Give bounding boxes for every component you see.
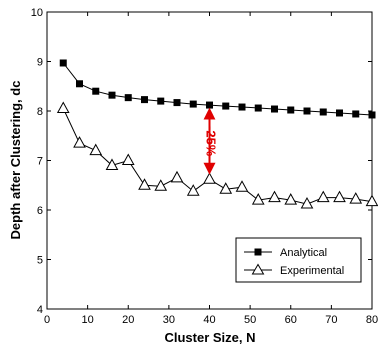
point-experimental xyxy=(251,193,265,205)
point-experimental xyxy=(284,193,298,205)
annotation-layer: -25% xyxy=(203,107,219,175)
y-axis-title: Depth after Clustering, dc xyxy=(8,81,23,240)
series-layer xyxy=(56,59,378,209)
point-analytical xyxy=(271,105,278,113)
point-analytical xyxy=(189,100,197,108)
point-experimental xyxy=(56,101,70,114)
point-analytical xyxy=(108,91,116,99)
point-analytical xyxy=(59,59,67,67)
legend-marker-analytical xyxy=(254,248,262,256)
point-analytical xyxy=(368,111,376,119)
point-analytical xyxy=(92,87,100,95)
point-experimental xyxy=(268,190,281,203)
x-tick-label: 60 xyxy=(285,314,297,326)
point-experimental xyxy=(121,153,135,165)
point-experimental xyxy=(73,136,86,148)
point-experimental xyxy=(203,172,216,184)
point-experimental xyxy=(300,197,314,209)
point-analytical xyxy=(352,110,360,118)
legend-box xyxy=(235,237,362,283)
x-axis-title: Cluster Size, N xyxy=(164,330,255,345)
x-tick-label: 40 xyxy=(203,314,215,326)
point-analytical xyxy=(222,102,230,110)
point-analytical xyxy=(206,101,213,109)
x-tick-label: 30 xyxy=(163,314,175,326)
point-analytical xyxy=(287,106,295,114)
legend: Analytical Experimental xyxy=(235,237,362,283)
y-tick-label: 8 xyxy=(37,106,43,118)
x-tick-label: 20 xyxy=(122,314,134,326)
point-experimental xyxy=(365,194,378,207)
point-analytical xyxy=(76,80,83,88)
point-experimental xyxy=(219,182,233,194)
point-analytical xyxy=(141,96,148,104)
x-tick-label: 80 xyxy=(366,314,378,326)
x-tick-label: 10 xyxy=(82,314,94,326)
point-analytical xyxy=(238,103,246,111)
x-tick-label: 70 xyxy=(325,314,337,326)
point-analytical xyxy=(124,94,132,102)
point-analytical xyxy=(336,109,343,117)
point-experimental xyxy=(333,190,346,203)
point-experimental xyxy=(170,170,184,183)
point-experimental xyxy=(235,180,249,192)
y-tick-label: 9 xyxy=(37,57,43,69)
annotation-label: -25% xyxy=(204,126,219,157)
point-analytical xyxy=(303,107,311,115)
y-axis-ticks: 4 5 6 7 8 9 10 xyxy=(31,7,372,316)
y-tick-label: 10 xyxy=(31,7,43,19)
point-analytical xyxy=(173,99,181,107)
point-analytical xyxy=(254,104,262,112)
series-line-analytical xyxy=(62,62,373,116)
legend-label-analytical: Analytical xyxy=(280,247,327,259)
point-analytical xyxy=(157,97,165,105)
point-experimental xyxy=(105,158,119,170)
point-experimental xyxy=(186,184,200,196)
point-experimental xyxy=(154,179,168,191)
x-axis-ticks: 0 10 20 30 40 50 60 70 80 xyxy=(44,12,378,326)
x-tick-label: 0 xyxy=(44,314,50,326)
point-experimental xyxy=(316,190,330,203)
point-experimental xyxy=(349,192,363,204)
y-tick-label: 6 xyxy=(37,205,43,217)
series-analytical xyxy=(59,59,376,119)
series-experimental xyxy=(56,101,378,209)
point-analytical xyxy=(319,108,327,116)
point-experimental xyxy=(138,178,151,190)
point-experimental xyxy=(89,143,103,156)
legend-marker-experimental xyxy=(251,263,265,275)
x-tick-label: 50 xyxy=(244,314,256,326)
y-tick-label: 7 xyxy=(37,156,43,168)
legend-label-experimental: Experimental xyxy=(280,265,344,277)
y-tick-label: 4 xyxy=(37,304,43,316)
y-tick-label: 5 xyxy=(37,255,43,267)
